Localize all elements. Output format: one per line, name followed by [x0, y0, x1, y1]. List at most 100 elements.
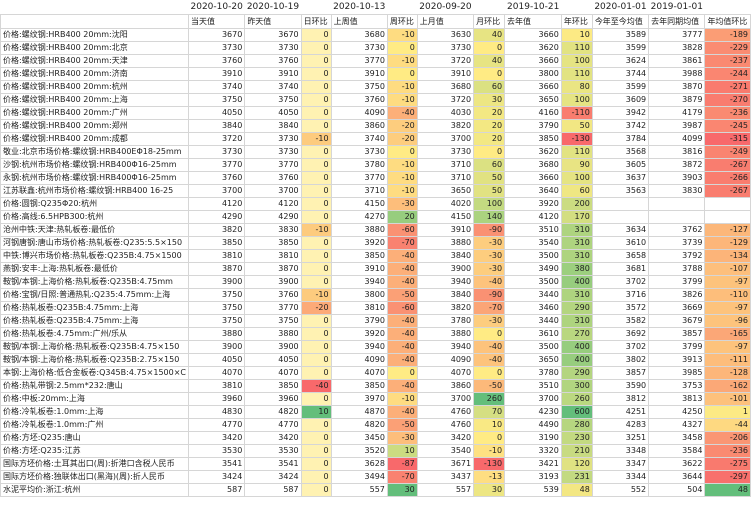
last-ytd-average: 3816 — [648, 145, 706, 159]
last-ytd-average: 3777 — [648, 28, 706, 42]
last-ytd-average: 4327 — [648, 418, 706, 432]
item-name: 价格:螺纹钢:HRB400 20mm:郑州 — [0, 119, 189, 133]
avg-change: -236 — [704, 106, 751, 120]
current-value: 3420 — [187, 431, 246, 445]
month-change: 30 — [473, 93, 506, 107]
last-ytd-average: 3913 — [648, 353, 706, 367]
blank-cell — [705, 0, 751, 15]
week-value: 3770 — [330, 171, 388, 185]
day-change: 0 — [300, 171, 332, 185]
year-change: 380 — [560, 262, 593, 276]
avg-change: -97 — [704, 275, 751, 289]
week-change: 0 — [386, 67, 418, 81]
item-name: 鞍钢/本钢:上海价格:热轧板卷:Q235B:4.75×150 — [0, 340, 189, 354]
table-row: 价格:中板:20mm:上海 3960 3960 0 3970 -10 3700 260 3700… — [0, 392, 751, 406]
current-value: 3541 — [187, 457, 246, 471]
ytd-average: 552 — [591, 483, 650, 497]
month-change: 0 — [473, 41, 506, 55]
month-value: 3700 — [416, 132, 475, 146]
date-year: 2019-10-21 — [507, 2, 560, 12]
avg-change: -267 — [704, 158, 751, 172]
item-name: 价格:螺纹钢:HRB400 20mm:杭州 — [0, 80, 189, 94]
item-name: 价格:宝钢/日照:普通热轧:Q235:4.75mm:上海 — [0, 288, 189, 302]
year-value: 3680 — [504, 158, 562, 172]
week-value: 3880 — [330, 223, 388, 237]
month-value: 3840 — [416, 249, 475, 263]
table-row: 价格:方坯:Q235:江苏 3530 3530 0 3520 10 3540 -10 3320 2… — [0, 444, 751, 458]
year-change: 200 — [560, 197, 593, 211]
month-value: 3910 — [416, 223, 475, 237]
week-change: -70 — [386, 470, 418, 484]
previous-value: 4050 — [244, 106, 302, 120]
ytd-average: 3348 — [591, 444, 650, 458]
table-row: 价格:螺纹钢:HRB400 20mm:成都 3720 3730 -10 3740 -20 3… — [0, 132, 751, 146]
day-change: 0 — [300, 457, 332, 471]
last-ytd-average: 3830 — [648, 184, 706, 198]
year-change: 310 — [560, 236, 593, 250]
day-change: 0 — [300, 54, 332, 68]
col-header-week: 上周值 — [330, 14, 388, 29]
avg-change: -128 — [704, 366, 751, 380]
week-value: 3970 — [330, 392, 388, 406]
day-change: 0 — [300, 41, 332, 55]
year-value: 3610 — [504, 327, 562, 341]
week-value: 4870 — [330, 405, 388, 419]
avg-change: -275 — [704, 457, 751, 471]
ytd-average: 3251 — [591, 431, 650, 445]
ytd-average: 3784 — [591, 132, 650, 146]
week-value: 3680 — [330, 28, 388, 42]
month-value: 3650 — [416, 184, 475, 198]
table-row: 沧州中铁:天津:热轧板卷:最低价 3820 3830 -10 3880 -60 3910 -9… — [0, 223, 751, 237]
year-change: 120 — [560, 457, 593, 471]
month-change: 0 — [473, 327, 506, 341]
item-name: 国际方坯价格:独联体出口(黑海)(周):折人民币 — [0, 470, 189, 484]
month-change: 10 — [473, 418, 506, 432]
table-row: 中铁:博兴市场价格:热轧板卷:Q235B:4.75×1500 3810 3810 0 3… — [0, 249, 751, 263]
month-change: 70 — [473, 405, 506, 419]
week-value: 3740 — [330, 132, 388, 146]
current-value: 3670 — [187, 28, 246, 42]
year-change: 80 — [560, 80, 593, 94]
item-name: 水泥平均价:浙江:杭州 — [0, 483, 189, 497]
week-change: -10 — [386, 392, 418, 406]
year-value: 3850 — [504, 132, 562, 146]
ytd-average: 3610 — [591, 236, 650, 250]
current-value: 3730 — [187, 41, 246, 55]
current-value: 3750 — [187, 288, 246, 302]
previous-value: 3960 — [244, 392, 302, 406]
month-change: -40 — [473, 275, 506, 289]
previous-value: 3730 — [244, 145, 302, 159]
ytd-average: 3812 — [591, 392, 650, 406]
item-name: 价格:方坯:Q235:唐山 — [0, 431, 189, 445]
previous-value: 3900 — [244, 275, 302, 289]
month-change: 0 — [473, 431, 506, 445]
previous-value: 3850 — [244, 379, 302, 393]
last-ytd-average: 3861 — [648, 54, 706, 68]
table-row: 价格:高线:6.5HPB300:杭州 4290 4290 0 4270 20 4150 140… — [0, 210, 751, 224]
avg-change — [704, 197, 751, 211]
table-row: 江苏联鑫:杭州市场价格:螺纹钢:HRB400 16-25 3700 3700 0 371… — [0, 184, 751, 198]
month-value: 557 — [416, 483, 475, 497]
ytd-average: 3802 — [591, 353, 650, 367]
year-change: 260 — [560, 392, 593, 406]
year-change: 231 — [560, 470, 593, 484]
ytd-average: 3716 — [591, 288, 650, 302]
last-ytd-average — [648, 210, 706, 224]
previous-value: 3850 — [244, 236, 302, 250]
table-row: 沙钢:杭州市场价格:螺纹钢:HRB400Φ16-25mm 3770 3770 0 378… — [0, 158, 751, 172]
avg-change: -249 — [704, 145, 751, 159]
previous-value: 3420 — [244, 431, 302, 445]
year-change: 100 — [560, 93, 593, 107]
week-change: -10 — [386, 28, 418, 42]
month-value: 3710 — [416, 158, 475, 172]
week-change: 20 — [386, 210, 418, 224]
year-value: 3421 — [504, 457, 562, 471]
ytd-average: 3605 — [591, 158, 650, 172]
previous-value: 3840 — [244, 119, 302, 133]
week-value: 3628 — [330, 457, 388, 471]
item-name: 价格:螺纹钢:HRB400 20mm:北京 — [0, 41, 189, 55]
week-change: -20 — [386, 119, 418, 133]
week-change: -50 — [386, 418, 418, 432]
ytd-average: 3637 — [591, 171, 650, 185]
year-value: 3790 — [504, 119, 562, 133]
